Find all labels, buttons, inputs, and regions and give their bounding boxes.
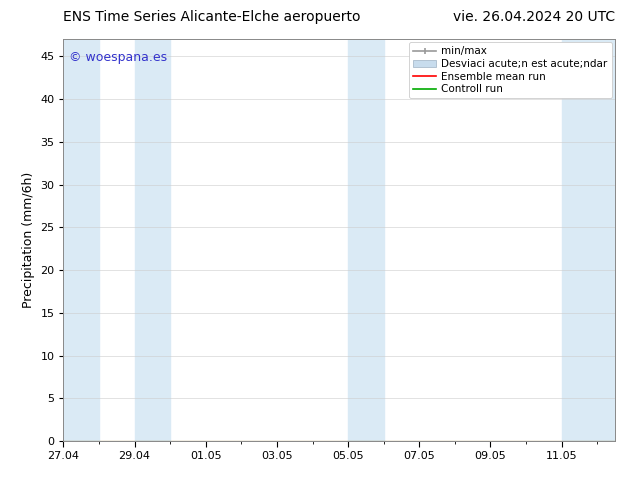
Bar xyxy=(348,39,384,441)
Y-axis label: Precipitation (mm/6h): Precipitation (mm/6h) xyxy=(22,172,35,308)
Bar xyxy=(63,39,99,441)
Legend: min/max, Desviaci acute;n est acute;ndar, Ensemble mean run, Controll run: min/max, Desviaci acute;n est acute;ndar… xyxy=(409,42,612,98)
Bar xyxy=(134,39,170,441)
Text: vie. 26.04.2024 20 UTC: vie. 26.04.2024 20 UTC xyxy=(453,10,615,24)
Text: ENS Time Series Alicante-Elche aeropuerto: ENS Time Series Alicante-Elche aeropuert… xyxy=(63,10,361,24)
Bar xyxy=(562,39,615,441)
Text: © woespana.es: © woespana.es xyxy=(69,51,167,64)
